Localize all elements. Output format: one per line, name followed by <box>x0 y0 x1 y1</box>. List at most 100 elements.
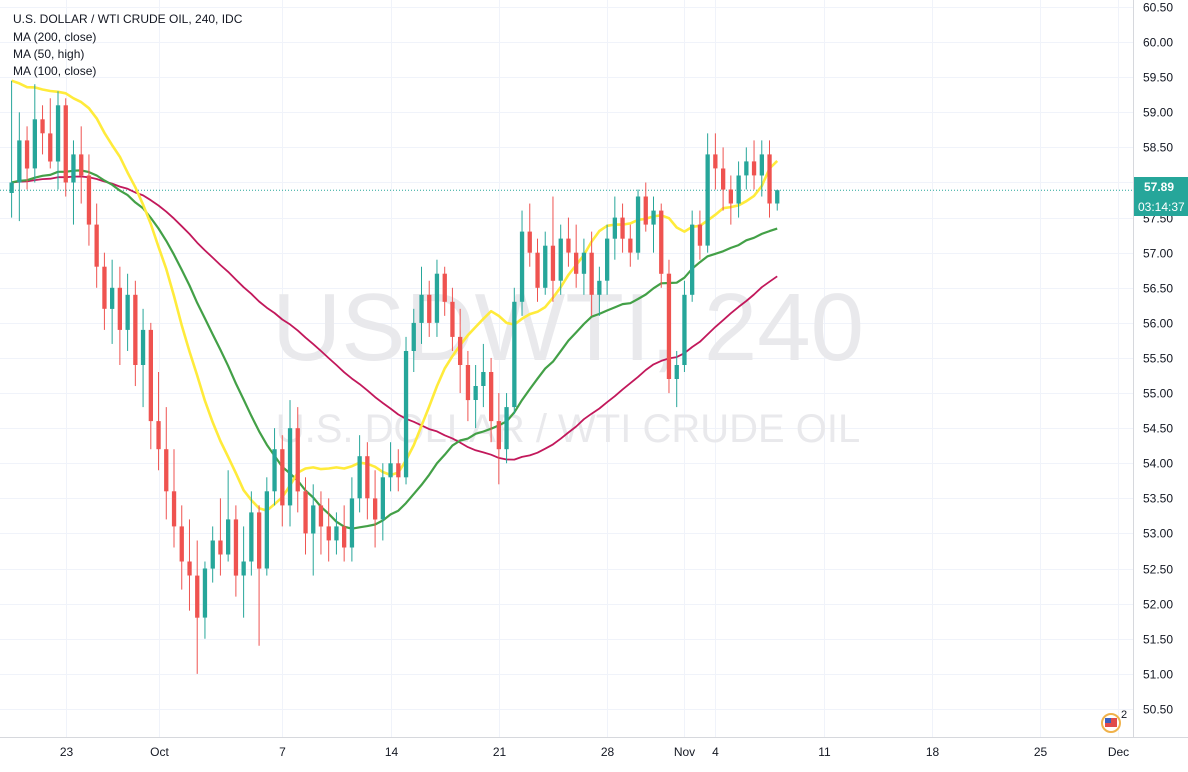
candle[interactable] <box>558 224 563 295</box>
candle[interactable] <box>643 182 648 232</box>
candle[interactable] <box>597 266 602 316</box>
candle[interactable] <box>458 308 463 394</box>
candle[interactable] <box>187 519 192 611</box>
candle[interactable] <box>690 210 695 302</box>
candle[interactable] <box>620 203 625 253</box>
candle[interactable] <box>110 259 115 344</box>
candle[interactable] <box>311 484 316 576</box>
candle[interactable] <box>287 400 293 527</box>
candle[interactable] <box>79 126 84 204</box>
candle[interactable] <box>17 112 22 222</box>
candle[interactable] <box>473 364 478 429</box>
candle[interactable] <box>326 498 331 562</box>
candle[interactable] <box>156 372 161 471</box>
candle[interactable] <box>697 210 703 260</box>
candle[interactable] <box>318 491 324 555</box>
candle[interactable] <box>117 266 122 365</box>
candle[interactable] <box>63 98 68 197</box>
candle[interactable] <box>349 477 355 562</box>
candle[interactable] <box>419 266 424 344</box>
candle[interactable] <box>543 231 548 295</box>
candle[interactable] <box>303 477 308 555</box>
candle[interactable] <box>24 126 30 190</box>
candle[interactable] <box>682 280 687 373</box>
candle[interactable] <box>133 280 138 387</box>
candle[interactable] <box>55 91 61 190</box>
candle[interactable] <box>434 259 440 337</box>
candle[interactable] <box>589 231 594 316</box>
candle[interactable] <box>581 238 587 295</box>
candle[interactable] <box>249 491 254 576</box>
candle[interactable] <box>334 512 339 555</box>
candle[interactable] <box>388 442 393 492</box>
candle[interactable] <box>628 224 633 267</box>
candle[interactable] <box>751 140 757 190</box>
candle[interactable] <box>519 210 525 316</box>
candle[interactable] <box>442 266 447 316</box>
candle[interactable] <box>411 308 416 373</box>
candle[interactable] <box>365 442 370 520</box>
candle[interactable] <box>550 196 556 302</box>
candle[interactable] <box>427 280 432 337</box>
candle[interactable] <box>666 259 672 394</box>
candle[interactable] <box>736 161 741 218</box>
candle[interactable] <box>272 428 277 506</box>
candle[interactable] <box>574 224 579 288</box>
candle[interactable] <box>659 203 664 288</box>
candle[interactable] <box>86 154 92 246</box>
candle[interactable] <box>705 133 710 253</box>
candle[interactable] <box>489 357 494 443</box>
candle[interactable] <box>48 98 53 169</box>
candle[interactable] <box>775 189 780 211</box>
candle[interactable] <box>713 133 718 190</box>
candle[interactable] <box>380 463 385 541</box>
candle[interactable] <box>605 224 610 295</box>
candle[interactable] <box>527 203 532 267</box>
candle[interactable] <box>767 140 772 218</box>
candle[interactable] <box>465 350 471 422</box>
indicator-ma200-label[interactable]: MA (200, close) <box>13 30 97 44</box>
candle[interactable] <box>102 252 107 330</box>
candle[interactable] <box>612 196 617 260</box>
candle[interactable] <box>759 140 764 197</box>
candle[interactable] <box>342 505 347 562</box>
candle[interactable] <box>635 189 641 260</box>
candle[interactable] <box>744 147 749 190</box>
candle[interactable] <box>481 343 486 408</box>
candle[interactable] <box>195 540 200 674</box>
events-badge[interactable]: 2 <box>1101 709 1127 733</box>
candle[interactable] <box>504 393 509 464</box>
candle[interactable] <box>295 407 300 513</box>
candle[interactable] <box>210 526 215 583</box>
candle[interactable] <box>535 238 540 302</box>
candle[interactable] <box>71 140 76 225</box>
indicator-ma50-label[interactable]: MA (50, high) <box>13 47 85 61</box>
candle[interactable] <box>241 526 246 618</box>
candle[interactable] <box>674 350 679 408</box>
candle[interactable] <box>257 505 262 646</box>
candle[interactable] <box>566 217 571 267</box>
candle[interactable] <box>164 407 169 520</box>
candle[interactable] <box>496 393 501 485</box>
candle[interactable] <box>450 287 455 351</box>
candle[interactable] <box>125 273 130 351</box>
candle[interactable] <box>40 105 45 155</box>
candle[interactable] <box>148 322 153 450</box>
candle[interactable] <box>728 175 733 225</box>
indicator-ma100-label[interactable]: MA (100, close) <box>13 64 97 78</box>
candle[interactable] <box>651 196 656 253</box>
candle[interactable] <box>140 308 146 408</box>
candle[interactable] <box>226 470 231 562</box>
candle[interactable] <box>233 505 239 597</box>
candle[interactable] <box>357 435 362 513</box>
candle[interactable] <box>280 435 285 527</box>
candle[interactable] <box>9 80 14 218</box>
candles[interactable] <box>9 80 780 674</box>
candle[interactable] <box>403 336 409 485</box>
candle[interactable] <box>94 203 99 288</box>
candle[interactable] <box>264 477 269 576</box>
candle[interactable] <box>171 449 177 548</box>
candle[interactable] <box>373 470 378 548</box>
candle[interactable] <box>202 561 208 639</box>
